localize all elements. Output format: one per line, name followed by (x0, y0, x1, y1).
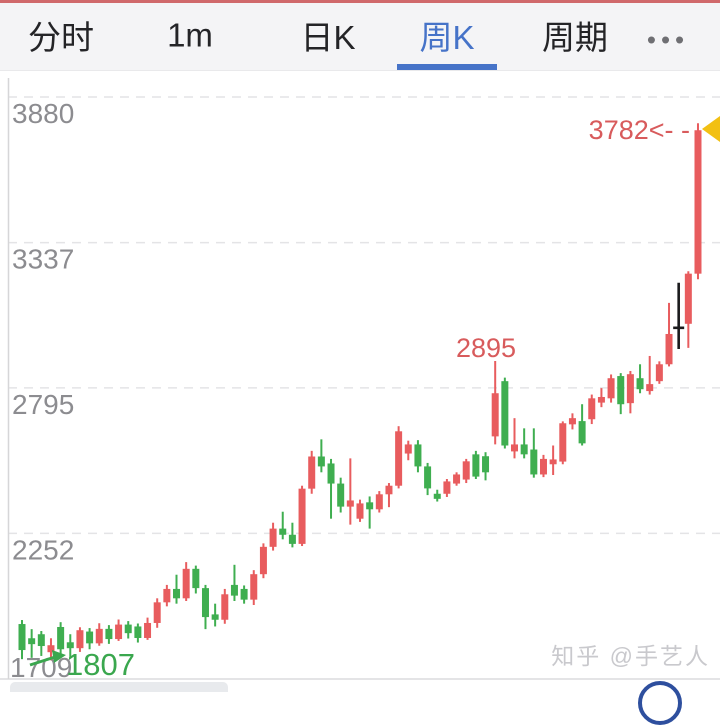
candle (259, 546, 267, 575)
candle (211, 614, 219, 620)
candle (66, 642, 74, 649)
candle (520, 444, 528, 455)
candle (86, 631, 94, 644)
candle (134, 626, 142, 638)
candle (646, 384, 654, 392)
latest-price-marker-icon (702, 116, 720, 142)
candle (182, 568, 190, 599)
more-options-icon[interactable]: ••• (646, 24, 690, 55)
candle (626, 374, 634, 404)
candle (201, 588, 209, 618)
candle (95, 628, 103, 644)
candle (192, 568, 200, 589)
candle (404, 444, 412, 454)
chart-period-tabbar: 分时 1m 日K 周K 周期 ••• (0, 3, 720, 71)
candle (298, 488, 306, 544)
candle (433, 493, 441, 499)
candle (153, 602, 161, 623)
candle (568, 418, 576, 425)
candle (28, 638, 36, 645)
watermark: 知乎 @手艺人 (551, 643, 710, 669)
candle (76, 630, 84, 649)
y-axis-tick: 3337 (12, 244, 74, 275)
candle (366, 502, 374, 510)
tab-zhouqi[interactable]: 周期 (542, 18, 608, 56)
candle (684, 273, 692, 324)
bottom-panel-edge[interactable] (10, 682, 228, 692)
tab-weekly-k[interactable]: 周K (419, 18, 475, 56)
y-axis-tick: 3880 (12, 98, 74, 129)
candle (163, 588, 171, 603)
active-tab-indicator (397, 64, 497, 70)
candle (115, 624, 123, 640)
candle (230, 584, 238, 596)
candle (18, 624, 26, 651)
candle (105, 628, 113, 640)
candle (385, 485, 393, 495)
candle (636, 378, 644, 390)
candle (665, 333, 673, 365)
tab-fenshi[interactable]: 分时 (28, 18, 94, 56)
candle (37, 634, 45, 647)
candle (414, 444, 422, 467)
y-axis-tick: 2795 (12, 389, 74, 420)
mid-price-label: 2895 (456, 333, 516, 363)
candle (327, 463, 335, 484)
candle (501, 381, 509, 446)
candle (337, 483, 345, 507)
candle (144, 622, 152, 638)
candle (588, 398, 596, 420)
candle (453, 474, 461, 484)
high-price-label: 3782<- - (589, 115, 690, 145)
candle (57, 626, 65, 650)
y-axis-tick: 2252 (12, 534, 74, 565)
candle (375, 494, 383, 510)
candle (597, 396, 605, 403)
candle (491, 393, 499, 437)
candle (559, 423, 567, 462)
candle (694, 130, 702, 274)
low-price-label: 1807 (66, 647, 135, 682)
candle (549, 459, 557, 465)
tab-daily-k[interactable]: 日K (300, 18, 356, 56)
candle (279, 528, 287, 535)
candle (250, 574, 258, 600)
candle (317, 456, 325, 467)
candle (482, 456, 490, 473)
candle (308, 456, 316, 489)
candle (269, 528, 277, 547)
candle (511, 444, 519, 452)
candle (443, 481, 451, 494)
candle (346, 500, 354, 507)
candle (539, 458, 547, 475)
candle (173, 588, 181, 599)
candle (47, 645, 55, 653)
top-accent-bar (0, 0, 720, 3)
candle (240, 588, 248, 600)
candle (395, 431, 403, 486)
floating-action-button[interactable] (638, 681, 682, 725)
tab-1m[interactable]: 1m (167, 15, 213, 53)
candle (124, 624, 132, 634)
candle (462, 461, 470, 480)
candle (617, 376, 625, 405)
candle (221, 594, 229, 620)
candle (288, 534, 296, 544)
candle (472, 454, 480, 477)
candle (607, 378, 615, 399)
candle (356, 503, 364, 519)
candle (655, 364, 663, 382)
candle (424, 466, 432, 489)
candle (578, 421, 586, 444)
candle (530, 449, 538, 475)
